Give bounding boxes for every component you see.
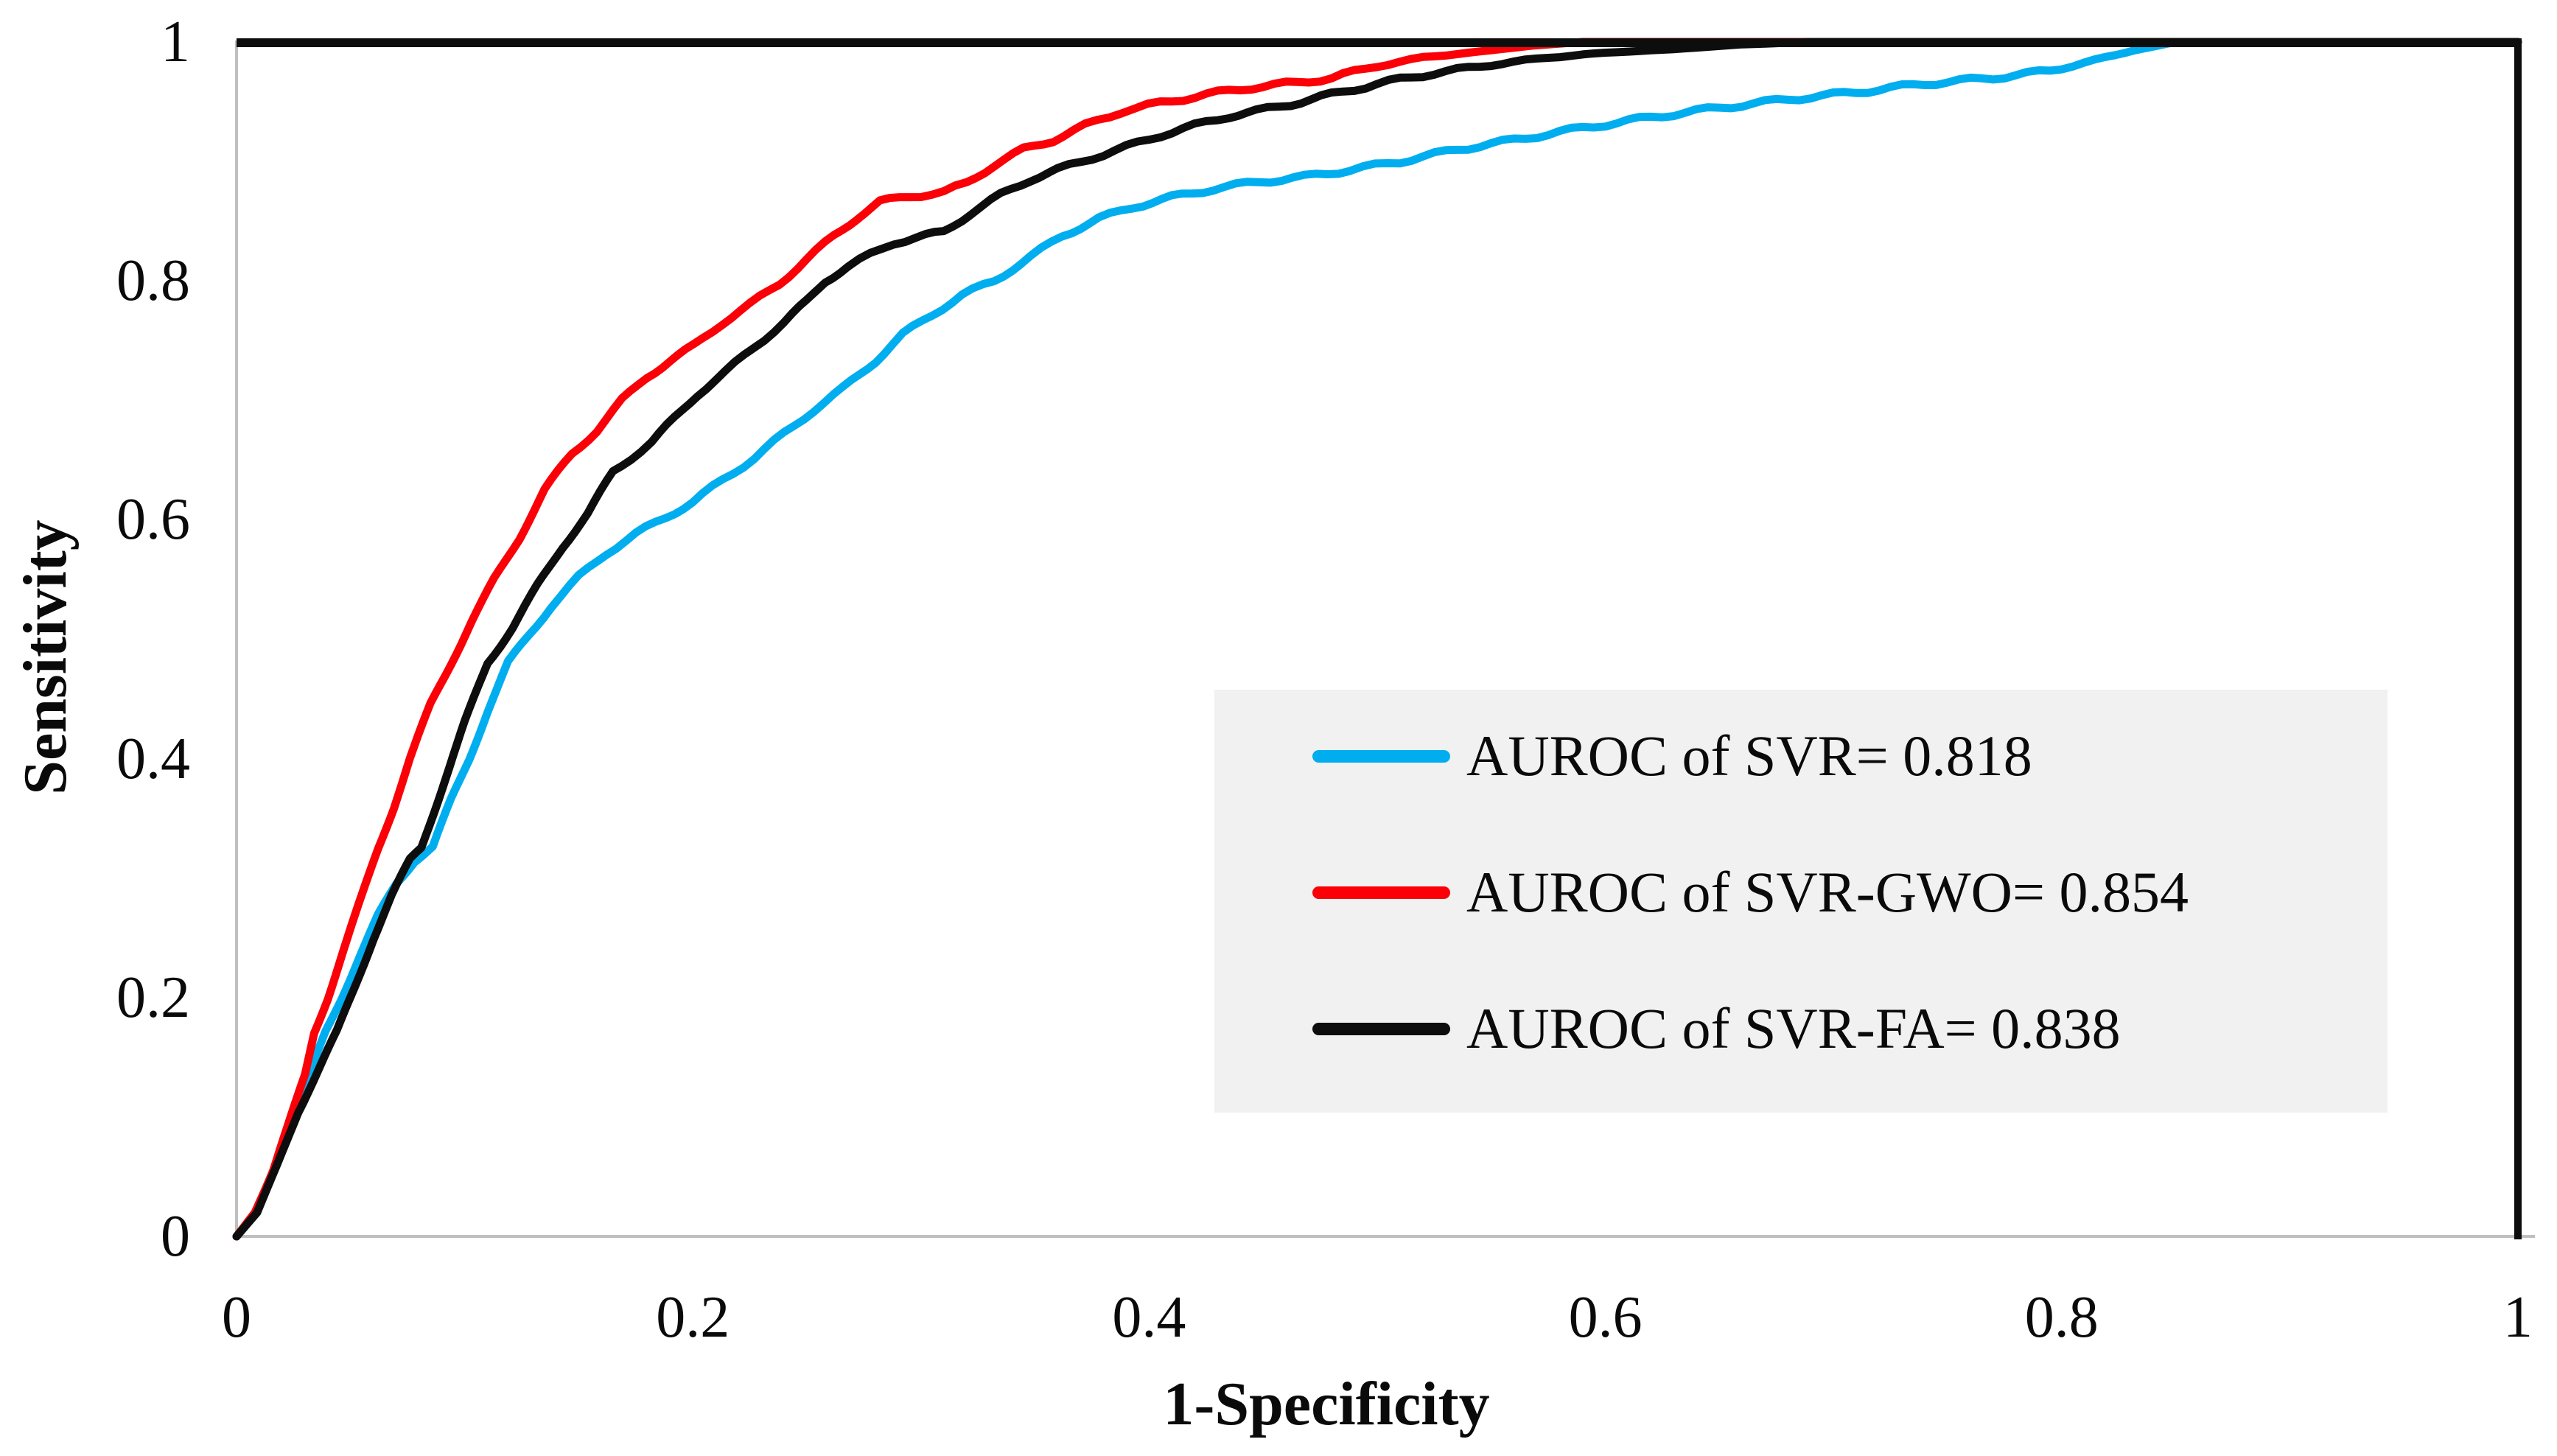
legend-label: AUROC of SVR= 0.818 xyxy=(1466,724,2032,788)
legend-row: AUROC of SVR= 0.818 xyxy=(1312,712,2380,800)
x-tick-label: 0.4 xyxy=(1112,1285,1186,1350)
x-axis-title: 1-Specificity xyxy=(1163,1370,1490,1438)
y-tick-label: 0.2 xyxy=(116,965,190,1030)
x-tick-label: 0.6 xyxy=(1568,1285,1643,1350)
legend-swatch xyxy=(1312,1022,1450,1035)
legend-row: AUROC of SVR-GWO= 0.854 xyxy=(1312,848,2380,937)
y-tick-label: 0 xyxy=(161,1204,190,1269)
plot-right-border xyxy=(2514,38,2522,1239)
legend: AUROC of SVR= 0.818 AUROC of SVR-GWO= 0.… xyxy=(1214,690,2388,1113)
roc-curve-svr xyxy=(232,38,2522,1241)
legend-swatch xyxy=(1312,749,1450,763)
legend-row: AUROC of SVR-FA= 0.838 xyxy=(1312,984,2380,1073)
y-tick-label: 0.8 xyxy=(116,248,190,314)
y-tick-label: 0.4 xyxy=(116,726,190,791)
x-tick-label: 0 xyxy=(222,1285,251,1350)
x-tick-label: 0.8 xyxy=(2024,1285,2099,1350)
x-tick-label: 1 xyxy=(2503,1285,2533,1350)
x-tick-label: 0.2 xyxy=(656,1285,730,1350)
y-tick-label: 0.6 xyxy=(116,487,190,553)
y-tick-label: 1 xyxy=(161,10,190,74)
legend-label: AUROC of SVR-FA= 0.838 xyxy=(1466,996,2121,1060)
legend-label: AUROC of SVR-GWO= 0.854 xyxy=(1466,860,2189,924)
legend-swatch xyxy=(1312,886,1450,899)
y-axis-title: Sensitivity xyxy=(11,519,80,795)
plot-top-border xyxy=(237,38,2522,47)
